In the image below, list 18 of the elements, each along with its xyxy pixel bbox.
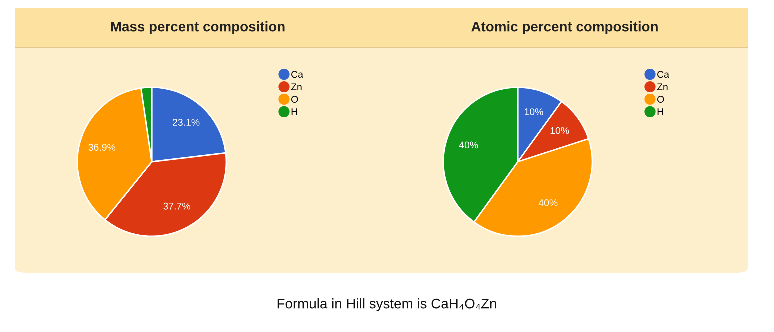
legend-label: H — [658, 108, 664, 116]
legend-label: O — [658, 96, 664, 103]
legend-label: Zn — [657, 84, 668, 90]
legend-label: O — [292, 96, 298, 103]
data-label: 23.1% — [173, 119, 200, 126]
legend-label: Ca — [658, 71, 670, 78]
legend-label: Ca — [292, 71, 304, 78]
data-label: 10% — [524, 108, 544, 116]
legend-label: H — [292, 108, 298, 116]
data-label: 40% — [459, 142, 478, 149]
data-label: 40% — [538, 200, 558, 206]
data-label: 37.7% — [164, 202, 190, 210]
legend-label: Zn — [291, 84, 302, 90]
data-label: 36.9% — [88, 144, 116, 151]
text: Formula in Hill system is CaH₄O₄Zn — [278, 298, 496, 312]
chart-title: Atomic percent composition — [472, 22, 658, 34]
data-label: 10% — [550, 127, 570, 134]
chart-title: Mass percent composition — [111, 22, 285, 34]
